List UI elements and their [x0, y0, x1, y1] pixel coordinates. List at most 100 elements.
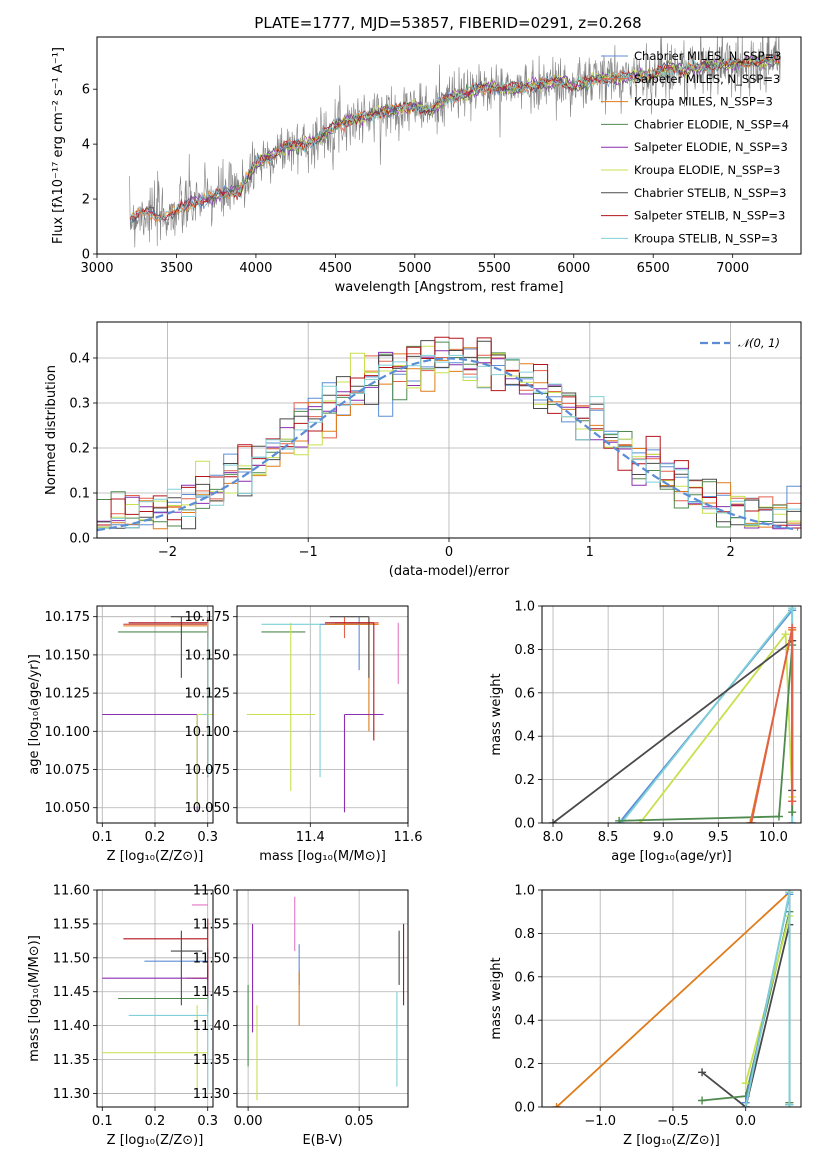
- y-axis-label: Flux [fλ10⁻¹⁷ erg cm⁻² s⁻¹ A⁻¹]: [51, 47, 66, 244]
- x-tick-label: 11.4: [296, 830, 325, 845]
- x-axis-label: Z [log₁₀(Z/Z⊙)]: [107, 849, 204, 864]
- x-tick-label: 6500: [637, 261, 670, 276]
- x-axis-label: mass [log₁₀(M/M⊙)]: [259, 849, 386, 864]
- x-axis-label: wavelength [Angstrom, rest frame]: [335, 280, 564, 295]
- y-tick-label: 11.60: [193, 884, 230, 899]
- axes-frame: [96, 36, 802, 255]
- weight-marker: [788, 808, 797, 817]
- y-tick-label: 0.1: [69, 487, 90, 502]
- y-tick-label: 11.45: [53, 985, 90, 1000]
- y-tick-label: 1.0: [514, 600, 535, 615]
- y-axis-label: Normed distribution: [44, 365, 59, 495]
- y-axis-label: age [log₁₀(age/yr)]: [27, 654, 42, 775]
- y-tick-label: 0.6: [514, 970, 535, 985]
- x-tick-label: 8.0: [543, 830, 564, 845]
- y-tick-label: 11.30: [53, 1087, 90, 1102]
- y-tick-label: 11.50: [193, 951, 230, 966]
- weight-marker: [788, 819, 797, 823]
- legend-entry: Chabrier STELIB, N_SSP=3: [634, 186, 786, 200]
- y-tick-label: 1.0: [514, 884, 535, 899]
- weight-marker: [746, 819, 755, 823]
- y-tick-label: 11.45: [193, 985, 230, 1000]
- x-tick-label: −2: [158, 545, 177, 560]
- weight-marker: [788, 797, 797, 806]
- y-tick-label: 0.0: [69, 532, 90, 547]
- y-tick-label: 10.125: [45, 687, 91, 702]
- weight-marker: [698, 1068, 707, 1077]
- y-tick-label: 10.050: [185, 801, 231, 816]
- model-line-salpeter_miles: [130, 55, 781, 221]
- x-tick-label: 4500: [319, 261, 352, 276]
- y-tick-label: 11.30: [193, 1087, 230, 1102]
- weight-line-kroupa_stelib: [620, 606, 794, 823]
- weight-marker: [615, 816, 624, 823]
- y-axis-label: mass [log₁₀(M/M⊙)]: [27, 935, 42, 1062]
- weight-marker: [788, 623, 797, 632]
- x-axis-label: Z [log₁₀(Z/Z⊙)]: [107, 1133, 204, 1148]
- y-tick-label: 0.3: [69, 397, 90, 412]
- y-tick-label: 0.2: [514, 773, 535, 788]
- y-tick-label: 10.100: [185, 725, 231, 740]
- weight-marker: [549, 819, 558, 823]
- plot-area: [97, 322, 801, 538]
- legend-entry: Salpeter ELODIE, N_SSP=3: [634, 140, 788, 154]
- y-tick-label: 0.0: [514, 817, 535, 832]
- x-tick-label: 9.5: [708, 830, 729, 845]
- y-tick-label: 11.35: [53, 1053, 90, 1068]
- legend-entry: Kroupa MILES, N_SSP=3: [634, 95, 773, 109]
- y-tick-label: 0.4: [514, 730, 535, 745]
- x-tick-label: −1.0: [584, 1114, 616, 1129]
- y-tick-label: 10.100: [45, 725, 91, 740]
- legend-entry: Chabrier ELODIE, N_SSP=4: [634, 117, 789, 131]
- x-tick-label: 0.0: [735, 1114, 756, 1129]
- y-tick-label: 0: [82, 248, 90, 263]
- weight-marker: [741, 1103, 750, 1107]
- weight-marker: [785, 1100, 794, 1107]
- x-tick-label: 0.00: [234, 1114, 263, 1129]
- axes-frame: [236, 605, 409, 824]
- legend-entry: 𝒩(0, 1): [738, 336, 780, 350]
- weight-marker: [747, 819, 756, 823]
- plot-area: [542, 890, 801, 1107]
- plot-area: [237, 890, 408, 1107]
- plot-area: [97, 890, 213, 1107]
- x-axis-label: (data-model)/error: [389, 564, 510, 579]
- x-tick-label: 0.1: [92, 1114, 113, 1129]
- plot-area: [237, 606, 408, 823]
- y-tick-label: 11.55: [193, 917, 230, 932]
- weight-line-kroupa_stelib: [744, 892, 791, 1107]
- x-tick-label: 0.2: [145, 1114, 166, 1129]
- legend-entry: Kroupa STELIB, N_SSP=3: [634, 231, 778, 245]
- axes-frame: [236, 889, 409, 1108]
- legend-entry: Salpeter STELIB, N_SSP=3: [634, 209, 785, 223]
- legend-entry: Chabrier MILES, N_SSP=3: [634, 49, 781, 63]
- y-axis-label: mass weight: [489, 673, 504, 755]
- x-tick-label: 0.3: [197, 1114, 218, 1129]
- y-tick-label: 2: [82, 193, 90, 208]
- weight-marker: [788, 606, 797, 613]
- y-tick-label: 11.55: [53, 917, 90, 932]
- weight-marker: [741, 1079, 750, 1088]
- plot-area: [542, 606, 801, 823]
- x-tick-label: 0.2: [145, 830, 166, 845]
- y-tick-label: 10.150: [45, 648, 91, 663]
- y-tick-label: 6: [82, 83, 90, 98]
- x-tick-label: 0.1: [92, 830, 113, 845]
- x-axis-label: Z [log₁₀(Z/Z⊙)]: [623, 1133, 720, 1148]
- panel-age_vs_Z: 0.1 0.2 0.3 10.050 10.075 10.100 10.125 10.150 1…: [27, 605, 218, 864]
- x-tick-label: 7000: [716, 261, 749, 276]
- panel-residuals: −2 −1 0 1 2 0.0 0.1 0.2 0.3 0.4 (data-model)/error…: [44, 321, 802, 579]
- y-tick-label: 4: [82, 138, 90, 153]
- x-tick-label: 0.05: [345, 1114, 374, 1129]
- y-tick-label: 10.150: [185, 648, 231, 663]
- panel-weight_vs_age: 8.0 8.5 9.0 9.5 10.0 0.0 0.2 0.4 0.6 0.8 1.0 age [l…: [489, 600, 802, 864]
- weight-marker: [698, 1096, 707, 1105]
- x-tick-label: 8.5: [598, 830, 619, 845]
- x-tick-label: 9.0: [653, 830, 674, 845]
- x-tick-label: 6000: [557, 261, 590, 276]
- y-tick-label: 11.50: [53, 951, 90, 966]
- panel-weight_vs_Z: −1.0 −0.5 0.0 0.0 0.2 0.4 0.6 0.8 1.0 Z [log₁₀(Z/…: [489, 884, 802, 1148]
- panel-mass_vs_ebv: 0.00 0.05 11.30 11.35 11.40 11.45 11.50 11.55 11…: [193, 884, 409, 1148]
- y-tick-label: 10.175: [45, 610, 91, 625]
- panel-mass_vs_Z: 0.1 0.2 0.3 11.30 11.35 11.40 11.45 11.50 11.55 1…: [27, 884, 218, 1149]
